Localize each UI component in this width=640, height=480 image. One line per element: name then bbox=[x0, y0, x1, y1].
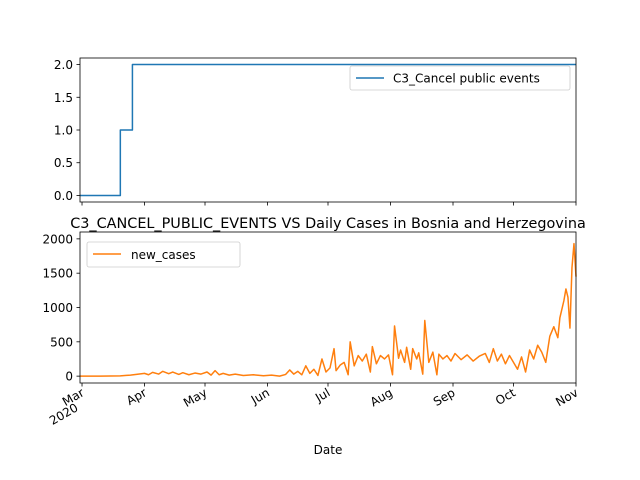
top-subplot: 0.0 0.5 1.0 1.5 2.0 C3_Cancel public events bbox=[54, 57, 577, 206]
bottom-ytick-label: 500 bbox=[50, 335, 73, 349]
bottom-legend: new_cases bbox=[86, 241, 241, 268]
bottom-ytick-label: 0 bbox=[65, 370, 73, 384]
top-series-lines bbox=[80, 63, 576, 197]
bottom-series-line-0 bbox=[80, 242, 577, 377]
top-ytick-label: 0.5 bbox=[54, 156, 73, 170]
bottom-series-lines bbox=[80, 242, 577, 377]
bottom-chart-title: C3_CANCEL_PUBLIC_EVENTS VS Daily Cases i… bbox=[70, 216, 586, 232]
bottom-subplot: C3_CANCEL_PUBLIC_EVENTS VS Daily Cases i… bbox=[42, 216, 585, 457]
bottom-xtick-label: Jul bbox=[312, 385, 332, 405]
top-x-ticks bbox=[81, 202, 577, 206]
bottom-ytick-label: 1500 bbox=[42, 267, 73, 281]
top-ytick-label: 1.0 bbox=[54, 124, 73, 138]
bottom-y-ticks: 0 500 1000 1500 2000 bbox=[42, 232, 80, 384]
top-ytick-label: 2.0 bbox=[54, 58, 73, 72]
bottom-x-axis-label: Date bbox=[314, 443, 343, 457]
top-y-ticks: 0.0 0.5 1.0 1.5 2.0 bbox=[54, 58, 80, 203]
bottom-ytick-label: 2000 bbox=[42, 232, 73, 246]
top-legend-label: C3_Cancel public events bbox=[393, 72, 540, 86]
top-series-line-0 bbox=[80, 63, 576, 197]
bottom-legend-label: new_cases bbox=[131, 248, 196, 262]
top-legend: C3_Cancel public events bbox=[349, 65, 571, 91]
top-legend-box bbox=[349, 65, 571, 91]
bottom-ytick-label: 1000 bbox=[42, 301, 73, 315]
bottom-legend-box bbox=[86, 241, 241, 268]
top-ytick-label: 0.0 bbox=[54, 189, 73, 203]
top-ytick-label: 1.5 bbox=[54, 91, 73, 105]
